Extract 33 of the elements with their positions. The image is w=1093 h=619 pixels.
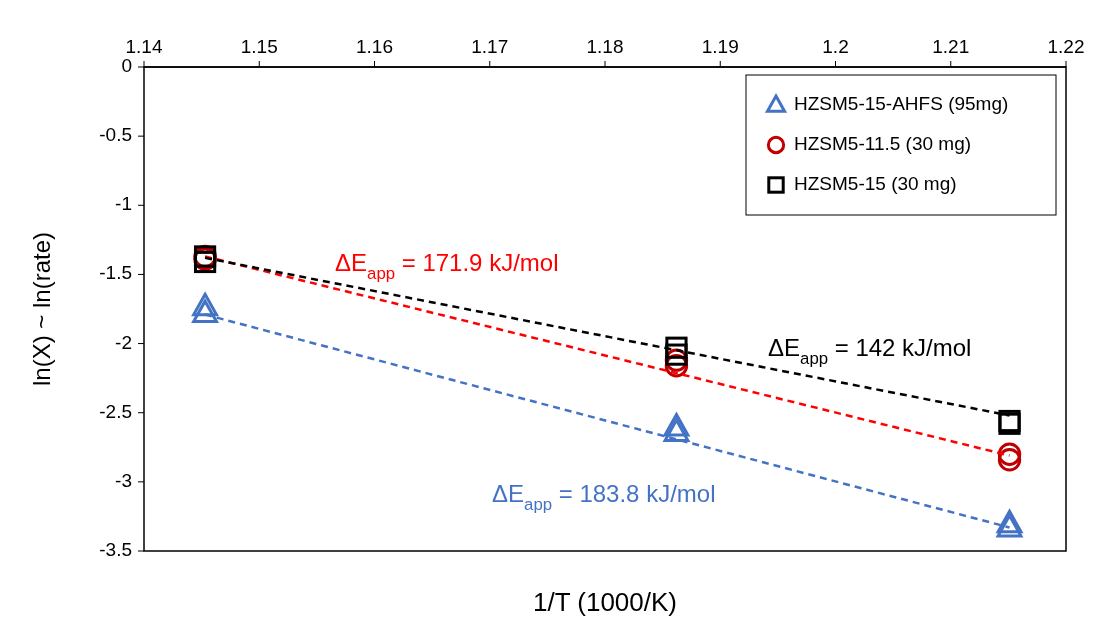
x-tick-label: 1.2 xyxy=(822,36,849,57)
x-tick-label: 1.15 xyxy=(240,36,278,57)
x-axis-title: 1/T (1000/K) xyxy=(532,587,678,617)
y-tick-label: 0 xyxy=(121,55,132,77)
x-tick-label: 1.17 xyxy=(471,36,509,57)
legend-label: HZSM5-15 (30 mg) xyxy=(794,173,957,195)
y-tick-label: -0.5 xyxy=(99,124,132,146)
point xyxy=(997,448,1022,472)
y-tick-label: -2.5 xyxy=(99,400,132,422)
point xyxy=(665,336,688,359)
x-tick-label: 1.18 xyxy=(586,36,624,57)
legend-label: HZSM5-11.5 (30 mg) xyxy=(794,133,972,155)
y-tick-label: -1.5 xyxy=(99,262,132,284)
point xyxy=(192,299,218,324)
legend-label: HZSM5-15-AHFS (95mg) xyxy=(794,93,1009,115)
annotation: ΔE$_{app}$ = 171.9 kJ/mol xyxy=(335,249,559,283)
x-tick-label: 1.21 xyxy=(932,36,970,57)
y-tick-label: -3.5 xyxy=(99,539,132,561)
annotation: ΔE$_{app}$ = 183.8 kJ/mol xyxy=(492,480,716,514)
x-tick-label: 1.22 xyxy=(1047,36,1085,57)
point xyxy=(997,442,1022,466)
point xyxy=(192,292,218,317)
y-tick-label: -2 xyxy=(115,331,132,353)
y-tick-label: -3 xyxy=(115,469,132,491)
x-tick-label: 1.16 xyxy=(356,36,393,57)
point xyxy=(665,343,688,366)
x-tick-label: 1.19 xyxy=(701,36,739,57)
x-tick-label: 1.14 xyxy=(125,36,163,57)
annotation: ΔE$_{app}$ = 142 kJ/mol xyxy=(768,334,972,368)
y-tick-label: -1 xyxy=(115,193,132,215)
point xyxy=(663,418,690,442)
point xyxy=(663,413,690,437)
y-axis-title: ln(X) ~ ln(rate) xyxy=(28,231,55,387)
